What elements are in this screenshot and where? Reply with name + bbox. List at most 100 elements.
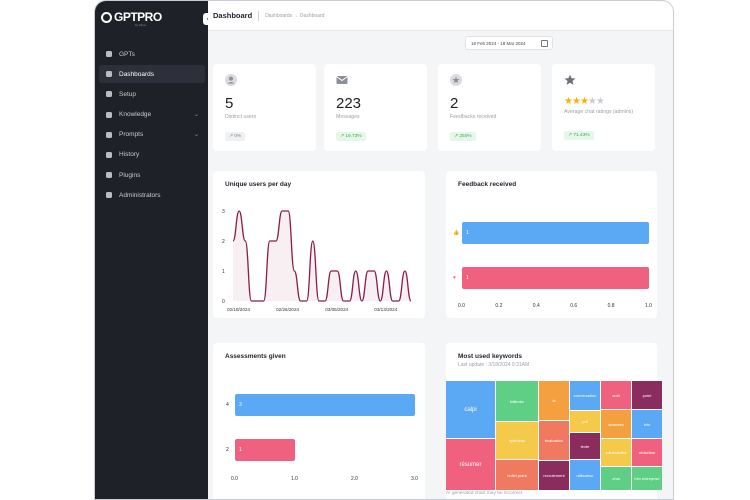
- x-tick-label: 0.2: [495, 303, 503, 309]
- sidebar-item-label: Knowledge: [119, 111, 152, 119]
- stat-badge: ↗ 250%: [450, 132, 476, 141]
- bar[interactable]: 1: [235, 439, 295, 461]
- ai-disclaimer: AI generated chart may be incorrect: [446, 491, 523, 496]
- x-tick-label: 02/18/2024: [227, 307, 250, 312]
- treemap-cell[interactable]: bullet point: [496, 460, 538, 490]
- plugin-icon: [106, 172, 112, 179]
- sidebar-item-prompts[interactable]: Prompts ⌄: [99, 126, 205, 144]
- rating-stars: ★★★★★: [564, 96, 605, 107]
- breadcrumb[interactable]: Dashboards → Dashboard: [265, 12, 325, 19]
- gear-icon: [106, 91, 112, 98]
- treemap-cell[interactable]: utilisateur: [570, 460, 600, 490]
- x-tick-label: 02/26/2024: [276, 307, 299, 312]
- star-empty-icon: ★: [587, 96, 597, 107]
- chart-card-feedback: Feedback received 1 👍 1 ♥ 0.0 0.2 0.4 0.6 0.8 1.0: [446, 171, 657, 318]
- sidebar-item-gpts[interactable]: GPTs: [99, 45, 205, 63]
- treemap-cell[interactable]: outil: [601, 381, 631, 409]
- date-range-picker[interactable]: 18 Feb 2024 - 18 Mar 2024: [465, 36, 553, 50]
- x-tick-label: 03/05/2024: [325, 307, 348, 312]
- topbar: Dashboard Dashboards → Dashboard: [208, 1, 673, 31]
- treemap-cell[interactable]: point: [632, 381, 662, 409]
- brand-logo[interactable]: GPTPRO: [101, 10, 162, 24]
- brand-name: GPTPRO: [114, 10, 162, 24]
- brand-sub: by Zima: [135, 23, 146, 27]
- sidebar-item-label: Administrators: [119, 191, 161, 199]
- bar[interactable]: 1: [462, 267, 649, 289]
- divider: [258, 10, 260, 21]
- x-tick-label: 03/13/2024: [374, 307, 397, 312]
- logo-icon: [101, 11, 112, 23]
- chevron-down-icon[interactable]: ⌄: [193, 131, 199, 138]
- x-tick-label: 2.0: [351, 476, 358, 482]
- star-filled-icon: ★: [571, 96, 581, 107]
- treemap-cell[interactable]: conversation: [570, 381, 600, 410]
- star-filled-icon: ★: [579, 96, 589, 107]
- stat-label: Feedbacks received: [450, 114, 497, 120]
- x-tick-label: 3.0: [411, 476, 418, 482]
- treemap-cell[interactable]: info: [632, 410, 662, 438]
- line-area: [233, 211, 411, 301]
- x-tick-label: 0.0: [231, 476, 238, 482]
- sidebar-item-knowledge[interactable]: Knowledge ⌄: [99, 106, 205, 124]
- treemap-cell[interactable]: bâtiméc: [496, 381, 538, 421]
- bar[interactable]: 1: [462, 222, 649, 244]
- book-icon: [106, 111, 112, 118]
- sidebar-item-administrators[interactable]: Administrators: [99, 186, 205, 204]
- sidebar-item-label: Dashboards: [119, 70, 155, 78]
- sidebar: GPTPRO by Zima GPTs Dashboards Setup Knowle…: [95, 1, 208, 499]
- sidebar-nav: GPTs Dashboards Setup Knowledge ⌄ Prompts ⌄ His…: [99, 45, 205, 207]
- sidebar-item-setup[interactable]: Setup: [99, 85, 205, 103]
- treemap-cell[interactable]: recrutement: [539, 461, 569, 490]
- treemap-cell[interactable]: résumer: [446, 439, 495, 490]
- date-range-text: 18 Feb 2024 - 18 Mar 2024: [471, 40, 526, 46]
- envelope-icon: [336, 76, 348, 84]
- treemap-cell[interactable]: pdf: [570, 411, 600, 432]
- main-content: Dashboard Dashboards → Dashboard 5 Disti…: [208, 1, 673, 499]
- y-tick-label: 1: [222, 269, 225, 275]
- app-window: GPTPRO by Zima GPTs Dashboards Setup Knowle…: [94, 0, 674, 500]
- history-icon: [106, 151, 112, 158]
- y-tick-label: 2: [226, 447, 229, 453]
- treemap-cell[interactable]: rédaction: [632, 439, 662, 466]
- star-empty-icon: ★: [595, 96, 605, 107]
- treemap-cell[interactable]: texte: [570, 433, 600, 459]
- x-tick-label: 0.8: [607, 303, 615, 309]
- treemap-cell[interactable]: calpi: [446, 381, 495, 438]
- treemap-cell[interactable]: info entreprise: [632, 467, 662, 490]
- x-tick-label: 1.0: [291, 476, 298, 482]
- page-title: Dashboard: [213, 11, 253, 20]
- card-title: Assessments given: [225, 353, 286, 360]
- thumbs-up-icon: 👍: [453, 230, 460, 236]
- x-tick-label: 1.0: [645, 303, 652, 309]
- x-tick-label: 0.4: [532, 303, 540, 309]
- line-chart: 0 1 2 3 02/18/2024 02/26/2024 03/05/2024 03/13/…: [222, 209, 412, 312]
- chevron-down-icon[interactable]: ⌄: [193, 111, 199, 118]
- y-tick-label: 3: [222, 209, 225, 215]
- calendar-icon[interactable]: [541, 40, 548, 47]
- card-subtitle: Last update : 3/18/2024 9:31AM: [458, 362, 530, 368]
- robot-icon: [106, 51, 112, 57]
- stat-card-feedbacks: 2 Feedbacks received ↗ 250%: [438, 64, 541, 151]
- treemap-cell[interactable]: chat: [601, 467, 631, 490]
- treemap-cell[interactable]: synthèse: [496, 422, 538, 459]
- sidebar-item-history[interactable]: History: [99, 146, 205, 164]
- stat-card-users: 5 Distinct users ↗ 0%: [213, 64, 316, 151]
- treemap-cell[interactable]: vulnérabilité: [601, 439, 631, 466]
- bar[interactable]: 3: [235, 394, 415, 416]
- card-title: Feedback received: [458, 181, 517, 188]
- treemap-cell[interactable]: évaluation: [539, 421, 569, 460]
- sidebar-item-label: History: [119, 151, 140, 159]
- sidebar-item-label: Prompts: [119, 131, 144, 139]
- sidebar-item-plugins[interactable]: Plugins: [99, 166, 205, 184]
- prompt-icon: [106, 131, 112, 138]
- stat-label: Messages: [336, 114, 360, 120]
- stat-card-ratings: ★★★★★ Average chat ratings (admins) ↗ 71…: [552, 64, 655, 151]
- treemap-cell[interactable]: ia: [539, 381, 569, 420]
- chart-card-assessments: Assessments given 3 4 1 2 0.0 1.0 2.0 3.0: [213, 343, 425, 499]
- stat-label: Distinct users: [225, 114, 257, 120]
- y-tick-label: 2: [222, 239, 225, 245]
- sidebar-item-dashboards[interactable]: Dashboards: [99, 65, 205, 84]
- stat-value: 5: [225, 95, 234, 112]
- star-icon: [564, 74, 576, 85]
- treemap-cell[interactable]: données: [601, 410, 631, 438]
